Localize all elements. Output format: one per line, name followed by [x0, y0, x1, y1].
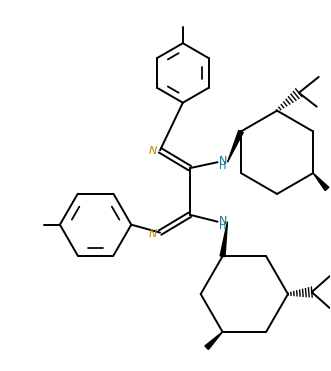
Polygon shape	[313, 173, 329, 191]
Polygon shape	[205, 332, 222, 349]
Text: H: H	[218, 221, 226, 231]
Polygon shape	[220, 222, 227, 257]
Text: N: N	[149, 229, 157, 239]
Text: N: N	[149, 146, 157, 156]
Text: H: H	[218, 161, 226, 171]
Polygon shape	[227, 131, 243, 162]
Text: N: N	[218, 216, 227, 226]
Text: N: N	[218, 156, 227, 166]
